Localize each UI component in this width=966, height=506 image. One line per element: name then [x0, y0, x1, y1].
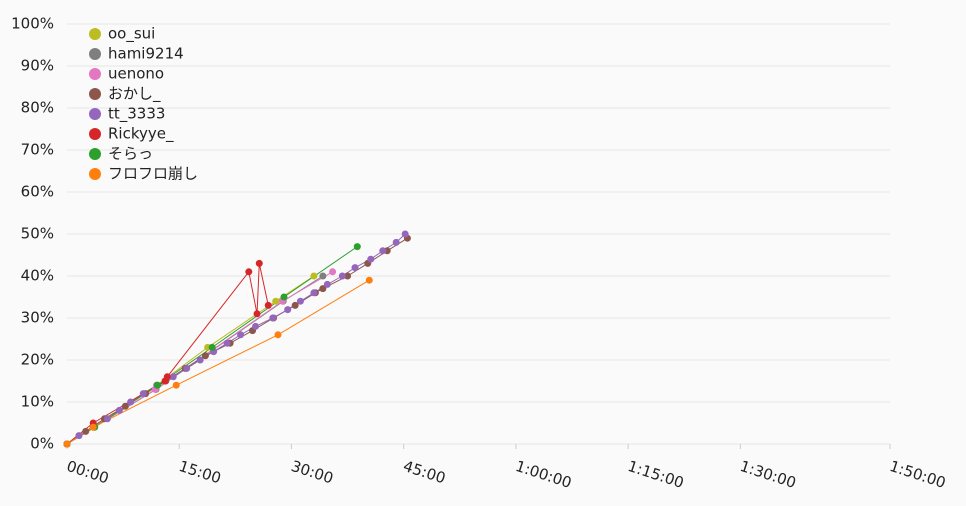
series-line [66, 263, 269, 445]
y-tick-label: 10% [21, 393, 54, 411]
point [223, 339, 231, 347]
point [75, 432, 83, 440]
point [367, 255, 375, 263]
point [401, 230, 409, 238]
point [208, 343, 216, 351]
point [329, 268, 337, 276]
y-tick-label: 70% [21, 141, 54, 159]
legend-label: フロフロ崩し [108, 165, 198, 183]
legend-label: Rickyye_ [108, 125, 174, 144]
point [272, 297, 280, 305]
x-tick-label: 1:30:00 [738, 457, 799, 492]
y-tick-label: 90% [21, 57, 54, 75]
point [252, 322, 260, 330]
point [82, 427, 90, 435]
point [392, 238, 400, 246]
point [163, 373, 171, 381]
point [201, 352, 209, 360]
legend-label: tt_3333 [108, 105, 165, 124]
point [154, 381, 162, 389]
point [338, 272, 346, 280]
point [63, 440, 71, 448]
point [379, 247, 387, 255]
point [269, 314, 277, 322]
x-tick-label: 1:50:00 [887, 457, 948, 492]
point [280, 293, 288, 301]
point [245, 268, 253, 276]
point [274, 331, 282, 339]
legend-label: おかし_ [108, 85, 161, 104]
legend-marker [89, 128, 101, 140]
x-tick-label: 15:00 [177, 457, 224, 487]
point [103, 415, 111, 423]
point [353, 243, 361, 251]
legend-label: hami9214 [108, 45, 184, 63]
y-tick-label: 20% [21, 351, 54, 369]
series-line [66, 279, 370, 445]
point [183, 364, 191, 372]
point [121, 402, 129, 410]
point [310, 272, 318, 280]
point [319, 285, 327, 293]
point [319, 272, 327, 280]
point [172, 381, 180, 389]
point [264, 301, 272, 309]
point [296, 297, 304, 305]
point [291, 301, 299, 309]
legend-marker [89, 68, 101, 80]
x-tick-label: 1:15:00 [626, 457, 687, 492]
point [284, 306, 292, 314]
point [310, 289, 318, 297]
point [323, 280, 331, 288]
y-tick-label: 50% [21, 225, 54, 243]
legend-label: そらっ [108, 145, 153, 163]
legend-label: uenono [108, 65, 164, 83]
y-tick-label: 80% [21, 99, 54, 117]
legend-marker [89, 88, 101, 100]
legend-label: oo_sui [108, 25, 155, 44]
x-tick-label: 45:00 [401, 457, 448, 487]
y-tick-label: 30% [21, 309, 54, 327]
point [237, 331, 245, 339]
point [139, 390, 147, 398]
legend-marker [89, 48, 101, 60]
legend-marker [89, 108, 101, 120]
legend-marker [89, 148, 101, 160]
point [365, 276, 373, 284]
y-tick-label: 40% [21, 267, 54, 285]
point [255, 259, 263, 267]
x-tick-label: 1:00:00 [513, 457, 574, 492]
x-tick-label: 00:00 [64, 457, 111, 487]
point [169, 373, 177, 381]
point [344, 272, 352, 280]
legend-marker [89, 168, 101, 180]
point [115, 406, 123, 414]
y-tick-label: 100% [11, 15, 54, 33]
point [196, 356, 204, 364]
point [127, 398, 135, 406]
x-tick-label: 30:00 [289, 457, 336, 487]
point [253, 310, 261, 318]
y-tick-label: 0% [30, 435, 54, 453]
point [89, 423, 97, 431]
legend-marker [89, 28, 101, 40]
point [351, 264, 359, 272]
y-tick-label: 60% [21, 183, 54, 201]
